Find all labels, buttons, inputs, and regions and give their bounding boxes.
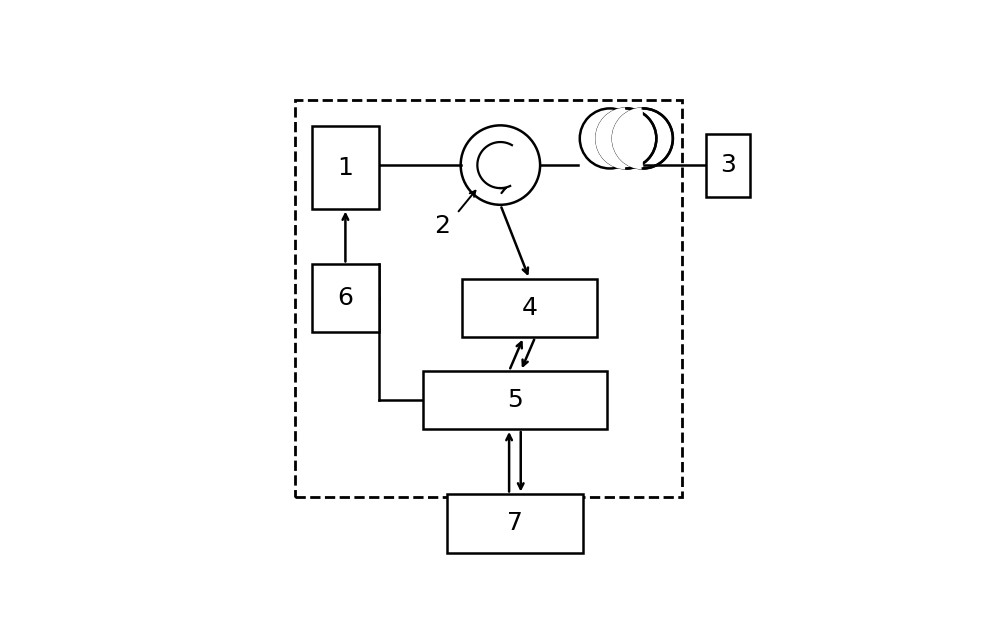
- Bar: [312, 264, 379, 332]
- Bar: [706, 133, 750, 196]
- Wedge shape: [612, 108, 643, 169]
- Text: 3: 3: [720, 153, 736, 177]
- Bar: [295, 99, 682, 497]
- Text: 5: 5: [507, 388, 523, 412]
- Bar: [312, 126, 379, 209]
- Bar: [447, 494, 583, 552]
- Text: 6: 6: [337, 286, 353, 310]
- Bar: [462, 279, 597, 337]
- Text: 7: 7: [507, 511, 523, 535]
- Text: 2: 2: [434, 214, 450, 238]
- Wedge shape: [595, 108, 626, 169]
- Bar: [423, 371, 607, 429]
- Text: 1: 1: [337, 155, 353, 179]
- Text: 4: 4: [521, 296, 537, 320]
